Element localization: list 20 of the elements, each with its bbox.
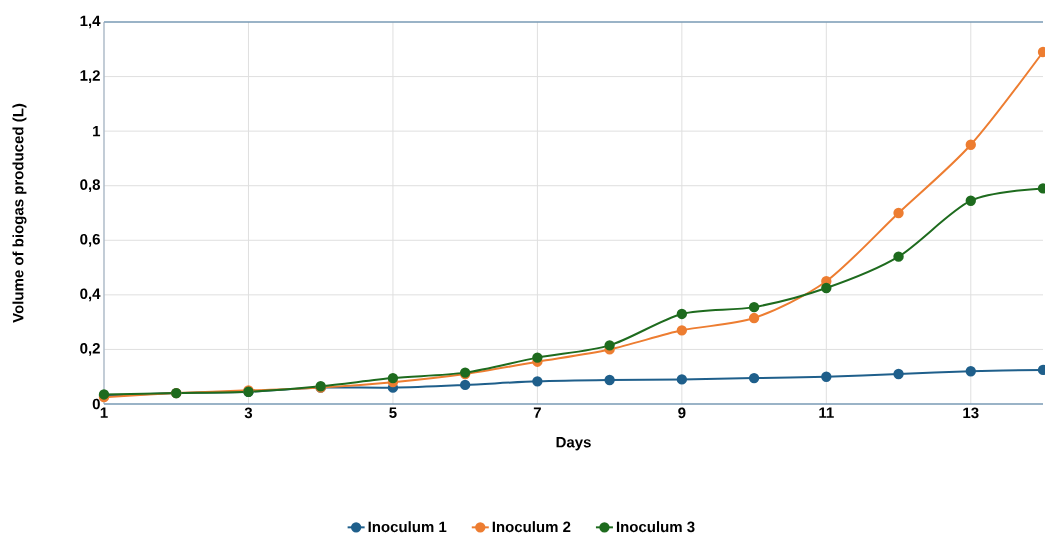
y-tick-label: 0,8 [80, 179, 101, 193]
x-axis-title: Days [556, 437, 591, 451]
legend-label: Inoculum 2 [492, 521, 571, 533]
y-axis-title: Volume of biogas produced (L) [12, 103, 27, 323]
y-tick-label: 1,2 [80, 70, 100, 83]
y-tick-label: 0,6 [80, 233, 100, 247]
x-tick-label: 5 [389, 407, 397, 418]
y-tick-label: 0,4 [80, 288, 101, 302]
x-tick-label: 7 [533, 407, 541, 418]
x-tick-label: 13 [963, 407, 979, 419]
y-tick-label: 1 [93, 125, 101, 137]
legend-label: Inoculum 1 [368, 521, 447, 533]
y-tick-label: 0 [92, 398, 100, 410]
x-tick-label: 9 [678, 407, 686, 419]
legend-label: Inoculum 3 [616, 521, 695, 533]
y-tick-label: 0,2 [80, 343, 100, 356]
x-tick-label: 11 [819, 407, 834, 418]
x-tick-label: 3 [244, 407, 253, 419]
x-tick-label: 1 [100, 407, 108, 418]
y-tick-label: 1,4 [80, 15, 101, 29]
